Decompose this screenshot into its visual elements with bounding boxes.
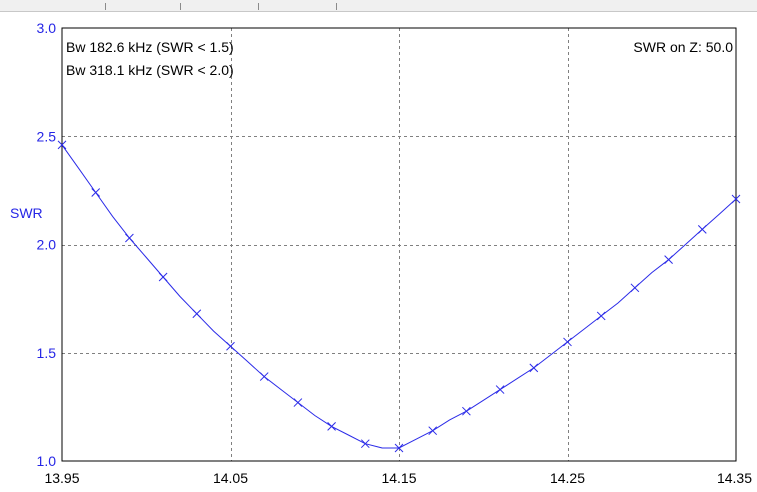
- y-tick-label: 3.0: [37, 20, 57, 36]
- marker-stroke: [394, 443, 404, 453]
- marker-stroke: [158, 272, 168, 282]
- data-point-marker: [226, 341, 235, 351]
- x-tick-label: 14.15: [381, 470, 416, 486]
- data-point-marker: [259, 372, 269, 381]
- marker-stroke: [192, 309, 202, 319]
- marker-stroke: [495, 385, 505, 394]
- marker-stroke: [731, 194, 741, 204]
- data-point-marker: [293, 398, 303, 407]
- marker-stroke: [596, 311, 606, 321]
- y-tick-label: 2.0: [37, 237, 57, 253]
- marker-stroke: [428, 426, 438, 436]
- grid: [62, 28, 736, 461]
- marker-stroke: [327, 422, 336, 431]
- plot-frame: [61, 27, 737, 462]
- data-point-marker: [697, 224, 707, 234]
- data-point-marker: [462, 406, 471, 416]
- marker-stroke: [360, 439, 370, 449]
- marker-stroke: [293, 398, 303, 407]
- marker-stroke: [259, 372, 269, 381]
- marker-stroke: [664, 255, 673, 265]
- data-point-marker: [158, 272, 168, 282]
- data-point-marker: [495, 385, 505, 394]
- x-tick-label: 14.25: [550, 470, 585, 486]
- marker-stroke: [57, 140, 67, 150]
- data-point-marker: [731, 194, 741, 204]
- data-point-marker: [125, 233, 134, 243]
- toolbar-strip: [0, 0, 757, 12]
- toolbar-divider: [105, 3, 106, 10]
- marker-stroke: [91, 188, 101, 197]
- y-tick-label: 1.5: [37, 345, 57, 361]
- x-tick-label: 13.95: [44, 470, 79, 486]
- toolbar-divider: [258, 3, 259, 10]
- marker-stroke: [226, 341, 235, 351]
- y-axis-label: SWR: [10, 205, 43, 221]
- marker-layer: [57, 140, 741, 453]
- marker-stroke: [630, 283, 640, 293]
- toolbar-divider: [336, 3, 337, 10]
- y-tick-label: 1.0: [37, 453, 57, 469]
- bandwidth-swr-2-0-label: Bw 318.1 kHz (SWR < 2.0): [66, 62, 234, 78]
- data-point-marker: [529, 363, 539, 373]
- y-axis-ticks: 1.0 1.5 2.0 2.5 3.0: [37, 20, 57, 469]
- marker-stroke: [125, 233, 134, 243]
- x-tick-label: 14.05: [213, 470, 248, 486]
- x-axis-ticks: 13.95 14.05 14.15 14.25 14.35: [44, 470, 752, 486]
- data-point-marker: [428, 426, 438, 436]
- data-point-marker: [327, 422, 336, 431]
- data-point-marker: [664, 255, 673, 265]
- x-tick-label: 14.35: [717, 470, 752, 486]
- data-point-marker: [57, 140, 67, 150]
- data-point-marker: [192, 309, 202, 319]
- data-point-marker: [630, 283, 640, 293]
- data-point-marker: [91, 188, 101, 197]
- marker-stroke: [462, 406, 471, 416]
- marker-stroke: [529, 363, 539, 373]
- data-point-marker: [360, 439, 370, 449]
- bandwidth-swr-1-5-label: Bw 182.6 kHz (SWR < 1.5): [66, 39, 234, 55]
- data-point-marker: [394, 443, 404, 453]
- toolbar-divider: [180, 3, 181, 10]
- data-point-marker: [596, 311, 606, 321]
- data-point-marker: [563, 337, 572, 347]
- marker-stroke: [563, 337, 572, 347]
- marker-stroke: [697, 224, 707, 234]
- y-tick-label: 2.5: [37, 128, 57, 144]
- swr-reference-impedance-label: SWR on Z: 50.0: [633, 39, 733, 55]
